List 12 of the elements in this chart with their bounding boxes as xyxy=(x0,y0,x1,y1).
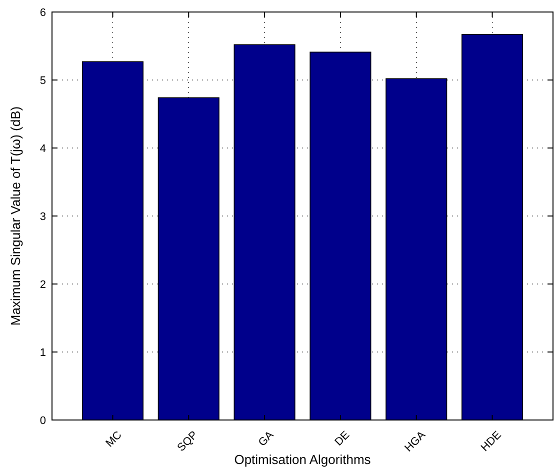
y-tick-label: 1 xyxy=(40,346,46,359)
y-tick-label: 6 xyxy=(40,6,46,19)
y-tick-label: 2 xyxy=(40,278,46,291)
x-axis-title: Optimisation Algorithms xyxy=(234,452,372,467)
y-tick-label: 4 xyxy=(40,142,46,155)
x-tick-label: GA xyxy=(256,428,277,449)
y-tick-label: 5 xyxy=(40,74,46,87)
y-tick-label: 0 xyxy=(40,414,46,427)
y-tick-label: 3 xyxy=(40,210,46,223)
x-tick-label: DE xyxy=(332,429,352,448)
x-tick-label: MC xyxy=(104,429,124,450)
y-axis-title: Maximum Singular Value of T(jω) (dB) xyxy=(8,106,23,326)
